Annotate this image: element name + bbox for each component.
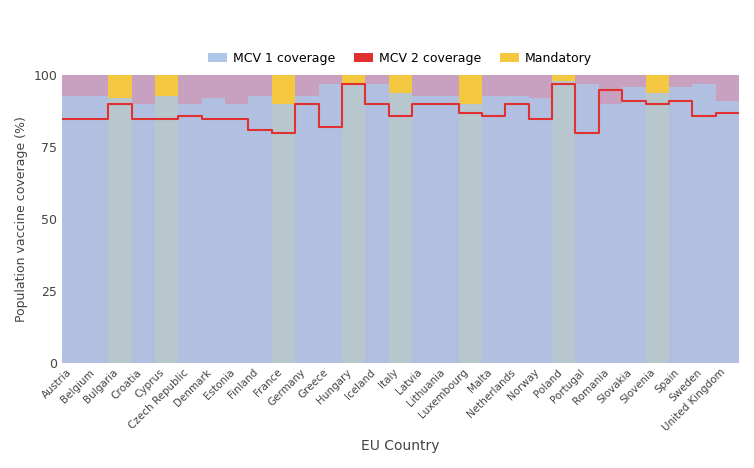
X-axis label: EU Country: EU Country [361, 439, 440, 453]
Bar [109, 98, 132, 363]
Bar [622, 87, 645, 363]
Bar [179, 75, 202, 363]
Bar [202, 98, 225, 363]
Bar [645, 75, 669, 363]
Bar [505, 95, 529, 363]
Bar [575, 84, 599, 363]
Bar [85, 75, 109, 363]
Bar [295, 75, 318, 363]
Bar [225, 75, 249, 363]
Bar [295, 95, 318, 363]
Bar [155, 75, 179, 363]
Bar [482, 75, 505, 363]
Bar [388, 75, 412, 363]
Bar [62, 95, 85, 363]
Bar [645, 93, 669, 363]
Bar [529, 75, 552, 363]
Bar [622, 75, 645, 363]
Bar [202, 75, 225, 363]
Bar [435, 75, 458, 363]
Bar [318, 75, 342, 363]
Bar [669, 75, 692, 363]
Bar [552, 75, 575, 363]
Bar [155, 95, 179, 363]
Bar [692, 75, 716, 363]
Bar [365, 75, 388, 363]
Bar [342, 75, 365, 363]
Bar [85, 95, 109, 363]
Bar [435, 95, 458, 363]
Y-axis label: Population vaccine coverage (%): Population vaccine coverage (%) [15, 116, 28, 322]
Bar [225, 104, 249, 363]
Bar [388, 93, 412, 363]
Bar [412, 75, 435, 363]
Bar [716, 75, 739, 363]
Bar [575, 75, 599, 363]
Bar [62, 75, 85, 363]
Bar [318, 84, 342, 363]
Bar [109, 75, 132, 363]
Bar [249, 95, 272, 363]
Bar [272, 104, 295, 363]
Bar [179, 104, 202, 363]
Bar [599, 75, 622, 363]
Bar [669, 87, 692, 363]
Bar [458, 104, 482, 363]
Bar [342, 84, 365, 363]
Bar [249, 75, 272, 363]
Bar [412, 95, 435, 363]
Bar [132, 75, 155, 363]
Bar [482, 95, 505, 363]
Bar [458, 75, 482, 363]
Bar [505, 75, 529, 363]
Legend: MCV 1 coverage, MCV 2 coverage, Mandatory: MCV 1 coverage, MCV 2 coverage, Mandator… [204, 47, 597, 70]
Bar [692, 84, 716, 363]
Bar [716, 101, 739, 363]
Bar [599, 104, 622, 363]
Bar [529, 98, 552, 363]
Bar [272, 75, 295, 363]
Bar [552, 81, 575, 363]
Bar [365, 84, 388, 363]
Bar [132, 104, 155, 363]
